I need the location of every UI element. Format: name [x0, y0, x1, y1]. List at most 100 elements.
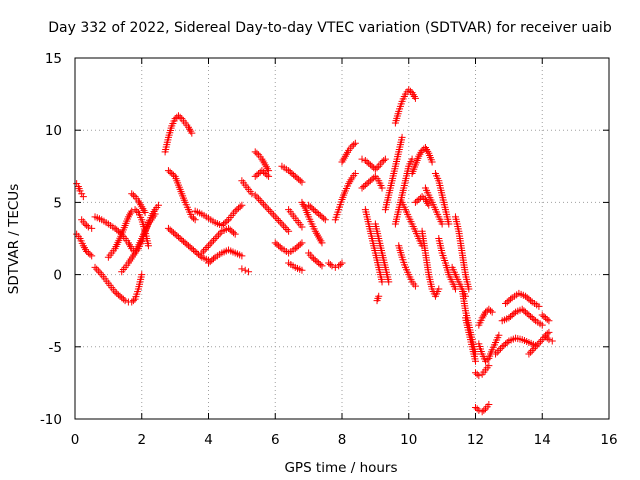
data-point [398, 133, 406, 141]
data-point [235, 204, 243, 212]
data-point [488, 308, 496, 316]
data-point [545, 336, 553, 344]
data-point [310, 255, 318, 263]
data-point [538, 321, 546, 329]
data-point [176, 235, 184, 242]
data-point [128, 190, 136, 198]
data-point [318, 239, 326, 247]
data-point [485, 362, 493, 370]
data-point [81, 220, 89, 228]
data-point [131, 206, 139, 214]
data-point [528, 346, 536, 354]
series-track-30 [358, 155, 389, 173]
series-track-55 [498, 305, 546, 329]
data-point [538, 311, 546, 319]
data-point [96, 269, 104, 277]
data-point [223, 217, 231, 225]
data-point [298, 266, 306, 274]
data-point [326, 260, 334, 268]
data-point [308, 204, 316, 212]
series-track-32 [361, 206, 386, 286]
data-point [184, 242, 192, 250]
x-tick-label: 14 [534, 432, 551, 448]
data-point [133, 207, 141, 215]
data-point [84, 249, 92, 257]
data-point [191, 247, 199, 255]
data-point [298, 178, 306, 186]
data-point [253, 193, 261, 201]
data-point [527, 312, 535, 320]
data-point [525, 295, 533, 303]
data-point [435, 285, 443, 293]
data-point [543, 315, 551, 323]
data-point [537, 337, 545, 345]
data-point [166, 226, 174, 234]
series-track-4 [91, 201, 162, 257]
data-point [335, 262, 343, 270]
data-point [502, 340, 510, 348]
series-track-16 [238, 177, 256, 198]
data-point [500, 341, 508, 349]
data-point [318, 262, 326, 270]
series-track-39 [398, 198, 426, 250]
data-point [472, 403, 479, 411]
data-point [151, 210, 159, 218]
data-point [497, 345, 505, 353]
data-point [265, 172, 273, 180]
data-point [181, 239, 189, 247]
data-point [478, 408, 486, 416]
x-tick-label: 0 [71, 432, 80, 448]
series-track-12 [191, 201, 246, 230]
x-tick-label: 2 [137, 432, 146, 448]
data-point [280, 222, 288, 230]
data-point [76, 187, 84, 195]
data-point [171, 230, 179, 238]
data-point [360, 183, 368, 191]
data-point [236, 203, 244, 211]
data-point [542, 314, 550, 322]
data-point [73, 180, 81, 188]
data-point [111, 224, 119, 232]
data-point [283, 225, 291, 233]
data-point [530, 345, 538, 353]
data-point [485, 401, 493, 409]
data-point [271, 239, 279, 247]
data-point [276, 218, 284, 226]
data-point [256, 197, 264, 205]
data-point [188, 245, 196, 253]
data-point [530, 315, 538, 323]
data-point [121, 297, 129, 305]
data-point [507, 295, 515, 303]
data-point [171, 115, 179, 123]
data-point [189, 246, 197, 254]
data-point [295, 242, 303, 250]
data-point [88, 224, 96, 232]
data-point [350, 141, 358, 149]
data-point [113, 289, 121, 297]
data-point [548, 337, 556, 345]
data-point [261, 202, 269, 210]
data-point [91, 263, 99, 271]
data-point [527, 297, 535, 305]
data-point [79, 193, 87, 201]
series-track-36 [391, 86, 419, 127]
data-point [298, 223, 306, 231]
x-tick-labels: 0 2 4 6 8 10 12 14 16 [71, 432, 618, 448]
data-point [320, 214, 328, 222]
data-point [275, 216, 283, 224]
data-point [418, 146, 426, 154]
series-track-11 [164, 224, 212, 264]
data-point [118, 294, 126, 302]
data-point [520, 307, 528, 315]
data-point [266, 207, 274, 215]
series-track-45 [435, 235, 459, 293]
data-point [363, 180, 371, 188]
data-point [199, 247, 207, 255]
data-point [238, 265, 246, 273]
data-point [378, 158, 386, 166]
data-point [260, 168, 268, 176]
series-track-7 [118, 210, 159, 276]
data-point [251, 191, 259, 199]
data-point [533, 341, 541, 349]
data-point [93, 265, 101, 273]
